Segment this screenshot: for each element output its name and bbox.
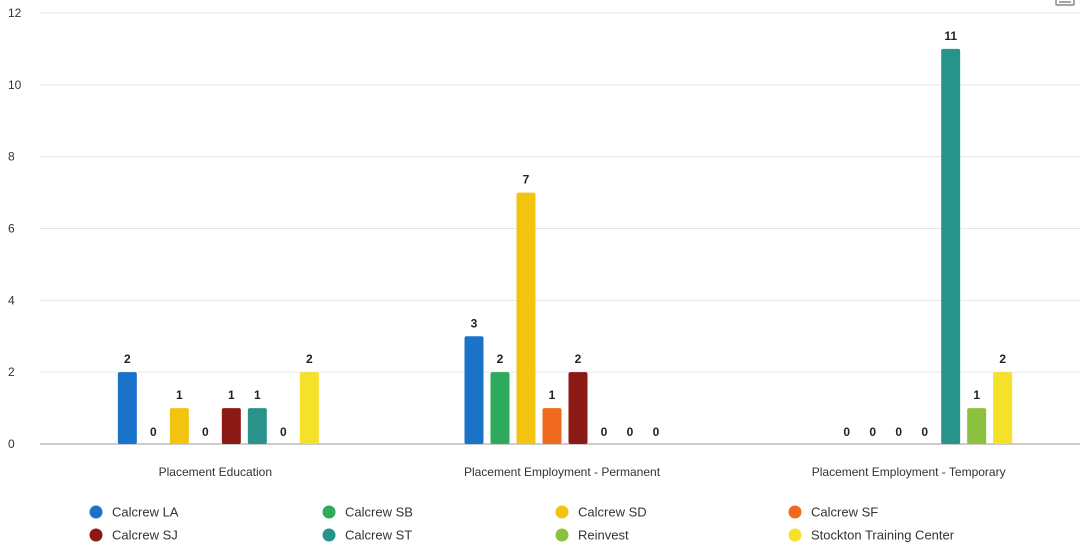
- data-label: 1: [973, 388, 980, 402]
- bar[interactable]: [221, 408, 241, 444]
- legend-swatch: [555, 505, 569, 519]
- bar[interactable]: [542, 408, 562, 444]
- bar[interactable]: [169, 408, 189, 444]
- bar[interactable]: [568, 372, 588, 444]
- legend-label: Calcrew ST: [345, 528, 412, 543]
- legend-item[interactable]: Calcrew SB: [322, 505, 413, 520]
- y-tick-label: 6: [8, 222, 15, 236]
- bars: [117, 48, 1013, 445]
- legend-label: Calcrew SD: [578, 505, 647, 520]
- data-label: 11: [944, 29, 957, 43]
- data-label: 7: [523, 173, 530, 187]
- data-label: 0: [921, 425, 928, 439]
- legend-label: Calcrew LA: [112, 505, 179, 520]
- data-label: 0: [895, 425, 902, 439]
- legend-swatch: [788, 528, 802, 542]
- legend-swatch: [89, 505, 103, 519]
- legend-swatch: [322, 528, 336, 542]
- bar[interactable]: [516, 192, 536, 444]
- data-label: 0: [601, 425, 608, 439]
- bar[interactable]: [490, 372, 510, 444]
- legend-label: Calcrew SF: [811, 505, 878, 520]
- data-label: 1: [176, 388, 183, 402]
- legend-item[interactable]: Calcrew SD: [555, 505, 647, 520]
- x-category-label: Placement Employment - Permanent: [464, 465, 661, 479]
- data-label: 0: [202, 425, 209, 439]
- legend: Calcrew LA Calcrew SB Calcrew SD Calcrew SF…: [89, 505, 955, 543]
- bar[interactable]: [117, 372, 137, 444]
- legend-item[interactable]: Calcrew ST: [322, 528, 413, 543]
- bar[interactable]: [299, 372, 319, 444]
- data-label: 3: [471, 316, 478, 330]
- y-tick-label: 0: [8, 437, 15, 451]
- data-label: 2: [497, 352, 504, 366]
- legend-label: Stockton Training Center: [811, 528, 955, 543]
- legend-swatch: [89, 528, 103, 542]
- y-tick-label: 12: [8, 6, 22, 20]
- data-label: 2: [575, 352, 582, 366]
- data-label: 0: [869, 425, 876, 439]
- data-label: 2: [999, 352, 1006, 366]
- x-category-label: Placement Education: [159, 465, 272, 479]
- y-tick-label: 4: [8, 293, 15, 307]
- x-axis: Placement Education Placement Employment …: [159, 465, 1006, 479]
- legend-swatch: [788, 505, 802, 519]
- legend-swatch: [322, 505, 336, 519]
- legend-item[interactable]: Calcrew LA: [89, 505, 179, 520]
- legend-item[interactable]: Calcrew SJ: [89, 528, 178, 543]
- x-category-label: Placement Employment - Temporary: [812, 465, 1006, 479]
- legend-item[interactable]: Calcrew SF: [788, 505, 879, 520]
- bar[interactable]: [993, 372, 1013, 444]
- y-tick-label: 8: [8, 150, 15, 164]
- data-label: 2: [306, 352, 313, 366]
- data-label: 1: [549, 388, 556, 402]
- legend-swatch: [555, 528, 569, 542]
- data-label: 2: [124, 352, 131, 366]
- legend-item[interactable]: Stockton Training Center: [788, 528, 955, 543]
- y-tick-label: 2: [8, 365, 15, 379]
- hamburger-menu-icon[interactable]: [1055, 0, 1075, 6]
- bar[interactable]: [464, 336, 484, 444]
- data-label: 0: [280, 425, 287, 439]
- bar[interactable]: [941, 48, 961, 445]
- legend-item[interactable]: Reinvest: [555, 528, 629, 543]
- data-label: 0: [843, 425, 850, 439]
- y-tick-label: 10: [8, 78, 22, 92]
- data-label: 1: [228, 388, 235, 402]
- data-label: 1: [254, 388, 261, 402]
- legend-label: Calcrew SJ: [112, 528, 178, 543]
- bar[interactable]: [967, 408, 987, 444]
- legend-label: Calcrew SB: [345, 505, 413, 520]
- legend-label: Reinvest: [578, 528, 629, 543]
- data-label: 0: [653, 425, 660, 439]
- grid: [40, 12, 1080, 373]
- data-label: 0: [627, 425, 634, 439]
- bar[interactable]: [247, 408, 267, 444]
- data-label: 0: [150, 425, 157, 439]
